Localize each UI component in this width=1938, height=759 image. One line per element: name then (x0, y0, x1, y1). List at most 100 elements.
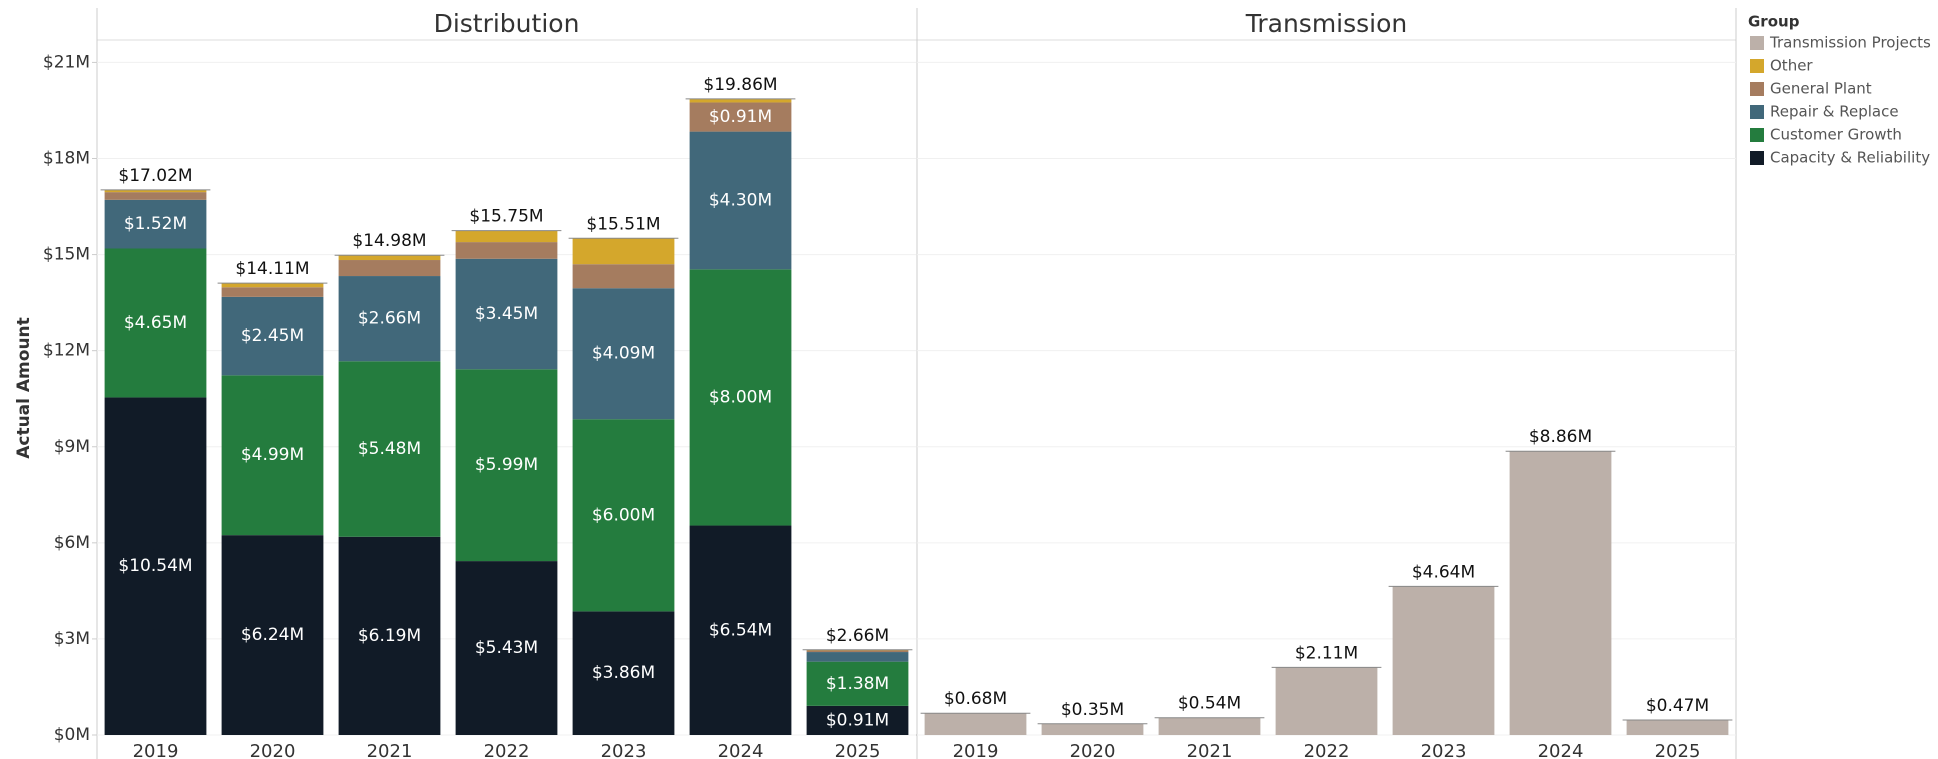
total-label: $15.51M (586, 214, 660, 234)
legend-swatch (1750, 59, 1764, 73)
segment-label: $3.45M (475, 304, 538, 324)
bar-segment (455, 242, 558, 259)
bar-label: $0.68M (944, 689, 1007, 709)
segment-label: $8.00M (709, 387, 772, 407)
bar-segment (104, 397, 207, 735)
bar-label: $0.35M (1061, 700, 1124, 720)
legend-label: Repair & Replace (1770, 103, 1899, 121)
x-tick-label: 2025 (835, 741, 881, 759)
bar-segment (338, 260, 441, 277)
panel-title: Transmission (1245, 9, 1408, 38)
bar-segment (221, 296, 324, 376)
segment-label: $10.54M (118, 556, 192, 576)
bar-segment (689, 102, 792, 132)
bar-segment (806, 652, 909, 662)
segment-label: $5.48M (358, 439, 421, 459)
legend-swatch (1750, 82, 1764, 96)
bar-segment (689, 131, 792, 270)
bar-label: $0.54M (1178, 694, 1241, 714)
bar-segment (104, 199, 207, 249)
segment-label: $6.24M (241, 625, 304, 645)
x-tick-label: 2019 (133, 741, 179, 759)
bar-segment (455, 561, 558, 735)
x-tick-label: 2023 (601, 741, 647, 759)
segment-label: $1.52M (124, 214, 187, 234)
x-tick-label: 2020 (1070, 741, 1116, 759)
bar-segment (221, 287, 324, 297)
y-tick-label: $9M (54, 437, 90, 457)
y-tick-label: $18M (43, 149, 90, 169)
x-tick-label: 2025 (1655, 741, 1701, 759)
bar-segment (104, 189, 207, 193)
bar-segment (689, 525, 792, 735)
bar-segment (221, 375, 324, 536)
legend-label: Customer Growth (1770, 126, 1902, 144)
panel-title: Distribution (434, 9, 580, 38)
legend-label: Transmission Projects (1769, 34, 1931, 52)
bar-label: $8.86M (1529, 427, 1592, 447)
segment-label: $1.38M (826, 674, 889, 694)
segment-label: $0.91M (709, 107, 772, 127)
bar-segment (572, 238, 675, 265)
segment-label: $3.86M (592, 663, 655, 683)
legend-title: Group (1748, 13, 1800, 31)
total-label: $14.11M (235, 259, 309, 279)
segment-label: $4.09M (592, 344, 655, 364)
segment-label: $6.19M (358, 626, 421, 646)
segment-label: $6.54M (709, 620, 772, 640)
bar-segment (689, 98, 792, 103)
bar-label: $2.11M (1295, 643, 1358, 663)
total-label: $15.75M (469, 207, 543, 227)
bar-segment (338, 536, 441, 735)
bar-segment (455, 258, 558, 370)
total-label: $14.98M (352, 231, 426, 251)
segment-label: $4.30M (709, 190, 772, 210)
bar-segment (455, 230, 558, 243)
x-tick-label: 2021 (1187, 741, 1233, 759)
x-tick-label: 2022 (484, 741, 530, 759)
legend-swatch (1750, 105, 1764, 119)
segment-label: $2.66M (358, 309, 421, 329)
y-tick-label: $12M (43, 341, 90, 361)
bar-segment (572, 264, 675, 289)
total-label: $2.66M (826, 626, 889, 646)
legend-swatch (1750, 36, 1764, 50)
segment-label: $4.65M (124, 313, 187, 333)
x-tick-label: 2021 (367, 741, 413, 759)
bar-segment (1275, 667, 1378, 735)
x-tick-label: 2019 (953, 741, 999, 759)
legend-label: Other (1770, 57, 1813, 75)
legend-label: General Plant (1770, 80, 1872, 98)
bar-segment (455, 369, 558, 562)
legend-swatch (1750, 128, 1764, 142)
total-label: $19.86M (703, 75, 777, 95)
bar-segment (338, 255, 441, 261)
y-tick-label: $21M (43, 52, 90, 72)
legend-label: Capacity & Reliability (1770, 149, 1930, 167)
x-tick-label: 2024 (1538, 741, 1584, 759)
x-tick-label: 2024 (718, 741, 764, 759)
y-tick-label: $15M (43, 245, 90, 265)
bar-segment (1158, 717, 1261, 735)
bar-segment (104, 248, 207, 398)
segment-label: $5.43M (475, 638, 538, 658)
bar-segment (572, 419, 675, 612)
bar-segment (689, 269, 792, 526)
y-tick-label: $0M (54, 725, 90, 745)
bar-segment (572, 611, 675, 735)
bar-segment (572, 288, 675, 420)
legend-swatch (1750, 151, 1764, 165)
bar-label: $0.47M (1646, 696, 1709, 716)
segment-label: $6.00M (592, 505, 655, 525)
x-tick-label: 2020 (250, 741, 296, 759)
bar-segment (1392, 586, 1495, 735)
x-tick-label: 2022 (1304, 741, 1350, 759)
bar-segment (806, 661, 909, 706)
y-axis-title: Actual Amount (14, 317, 34, 459)
segment-label: $0.91M (826, 710, 889, 730)
bar-segment (338, 276, 441, 362)
x-tick-label: 2023 (1421, 741, 1467, 759)
y-tick-label: $6M (54, 533, 90, 553)
